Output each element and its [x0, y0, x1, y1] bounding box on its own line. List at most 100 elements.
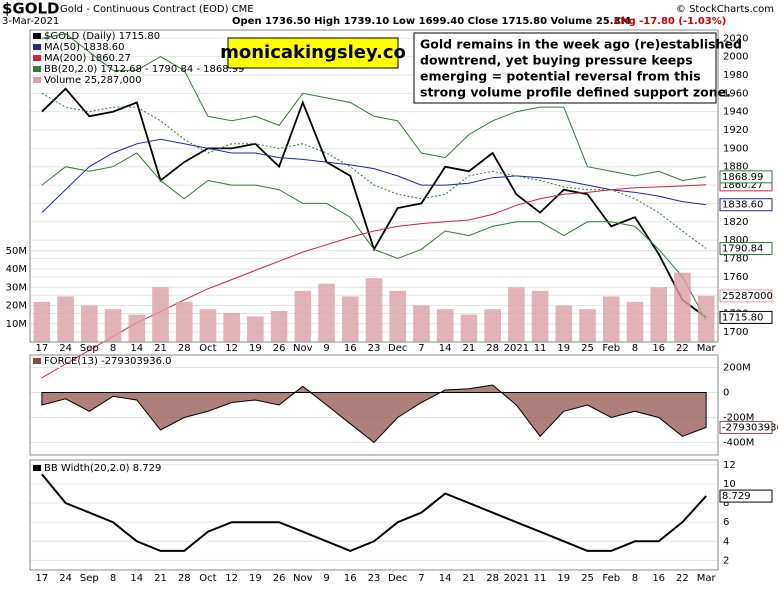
y-tick-label: 2 — [723, 555, 729, 566]
x-tick-label: 19 — [249, 343, 262, 354]
series-line — [41, 92, 707, 249]
volume-bar — [674, 272, 691, 342]
volume-bar — [294, 290, 312, 342]
y-tick-label: 10M — [6, 319, 27, 330]
x-tick-label: 12 — [225, 573, 238, 584]
x-tick-label: 28 — [178, 343, 191, 354]
y-tick-label: -200M — [723, 413, 754, 424]
x-tick-label: 14 — [439, 573, 452, 584]
x-tick-label: 28 — [486, 343, 499, 354]
x-tick-label: 19 — [557, 343, 570, 354]
legend-label: FORCE(13) -279303936.0 — [44, 356, 172, 367]
legend-swatch — [33, 66, 41, 72]
x-tick-label: Dec — [388, 573, 407, 584]
volume-bar — [152, 287, 169, 342]
x-tick-label: 25 — [581, 573, 594, 584]
panel-frame — [29, 29, 719, 343]
legend-label: Volume 25,287,000 — [44, 75, 142, 86]
volume-bar — [175, 301, 193, 342]
last-value-box — [719, 289, 773, 303]
x-tick-label: 16 — [652, 573, 665, 584]
x-tick-label: Feb — [602, 573, 620, 584]
x-tick-label: 17 — [35, 573, 48, 584]
volume-bar — [128, 314, 146, 342]
x-tick-label: 11 — [534, 343, 547, 354]
y-tick-label: 20M — [6, 301, 27, 312]
x-tick-label: 17 — [35, 343, 48, 354]
watermark-box — [227, 37, 399, 69]
y-tick-label: 1800 — [723, 235, 748, 246]
legend-label: MA(200) 1860.27 — [44, 53, 131, 64]
x-tick-label: 23 — [368, 343, 381, 354]
last-value-box — [719, 489, 773, 503]
y-tick-label: 0 — [723, 388, 729, 399]
x-tick-label: 28 — [178, 573, 191, 584]
x-tick-label: 16 — [344, 573, 357, 584]
y-tick-label: 2000 — [723, 52, 748, 63]
y-tick-label: 1760 — [723, 272, 748, 283]
y-tick-label: 40M — [6, 264, 27, 275]
last-value-label: 1838.60 — [722, 200, 763, 211]
symbol: $GOLD — [2, 0, 60, 18]
last-value-label: 1715.80 — [722, 312, 763, 323]
volume-bar — [270, 310, 288, 342]
last-value-box — [719, 310, 773, 324]
legend-swatch — [33, 44, 41, 50]
legend-swatch — [33, 77, 41, 83]
last-value-label: 1860.27 — [722, 180, 763, 191]
volume-bar — [341, 296, 359, 342]
x-tick-label: 2021 — [504, 573, 529, 584]
bb-upper — [41, 33, 707, 182]
y-tick-label: 1880 — [723, 162, 748, 173]
legend-swatch — [33, 55, 41, 61]
last-value-label: 1790.84 — [722, 244, 763, 255]
annotation: strong volume profile defined support zo… — [420, 85, 731, 100]
annotation-box — [413, 32, 717, 104]
legend-label: $GOLD (Daily) 1715.80 — [44, 31, 160, 42]
x-tick-label: 19 — [249, 573, 262, 584]
y-tick-label: 1960 — [723, 88, 748, 99]
volume-bar — [508, 287, 525, 342]
x-tick-label: Sep — [80, 573, 99, 584]
plots: 1700172017401760178018001820184018601880… — [6, 29, 778, 584]
x-tick-label: 7 — [418, 573, 424, 584]
last-value-label: 8.729 — [722, 491, 751, 502]
x-tick-label: Mar — [697, 343, 717, 354]
volume-bar — [555, 305, 573, 342]
x-tick-label: 12 — [225, 343, 238, 354]
volume-bar — [33, 301, 51, 342]
last-value-box — [719, 170, 773, 184]
bb-lower — [41, 152, 707, 321]
legend-label: BB Width(20,2.0) 8.729 — [44, 463, 161, 474]
panel-frame — [29, 354, 719, 456]
volume-bar — [436, 309, 454, 342]
x-tick-label: 14 — [130, 573, 143, 584]
y-tick-label: 8 — [723, 498, 729, 509]
y-tick-label: 10 — [723, 479, 736, 490]
volume-bar — [247, 316, 264, 342]
y-tick-label: 1940 — [723, 107, 748, 118]
volume-bar — [602, 296, 620, 342]
volume-bar — [389, 290, 407, 342]
y-tick-label: 1700 — [723, 327, 748, 338]
volume-bar — [484, 309, 501, 342]
x-tick-label: 21 — [154, 343, 167, 354]
x-tick-label: 21 — [154, 573, 167, 584]
x-tick-label: 16 — [344, 343, 357, 354]
x-tick-label: 24 — [59, 573, 72, 584]
y-tick-label: 4 — [723, 536, 729, 547]
y-tick-label: 1820 — [723, 217, 748, 228]
volume-bar — [460, 314, 478, 342]
y-tick-label: 12 — [723, 460, 736, 471]
x-tick-label: Dec — [388, 343, 407, 354]
last-value-box — [719, 198, 773, 212]
legend-swatch — [33, 465, 41, 471]
x-tick-label: Mar — [697, 573, 717, 584]
change: Chg -17.80 (-1.03%) — [614, 16, 726, 27]
x-tick-label: 21 — [463, 573, 476, 584]
date: 3-Mar-2021 — [2, 16, 59, 27]
volume-bar — [81, 305, 98, 342]
x-tick-label: 9 — [323, 343, 329, 354]
annotation: emerging = potential reversal from this — [420, 69, 701, 84]
